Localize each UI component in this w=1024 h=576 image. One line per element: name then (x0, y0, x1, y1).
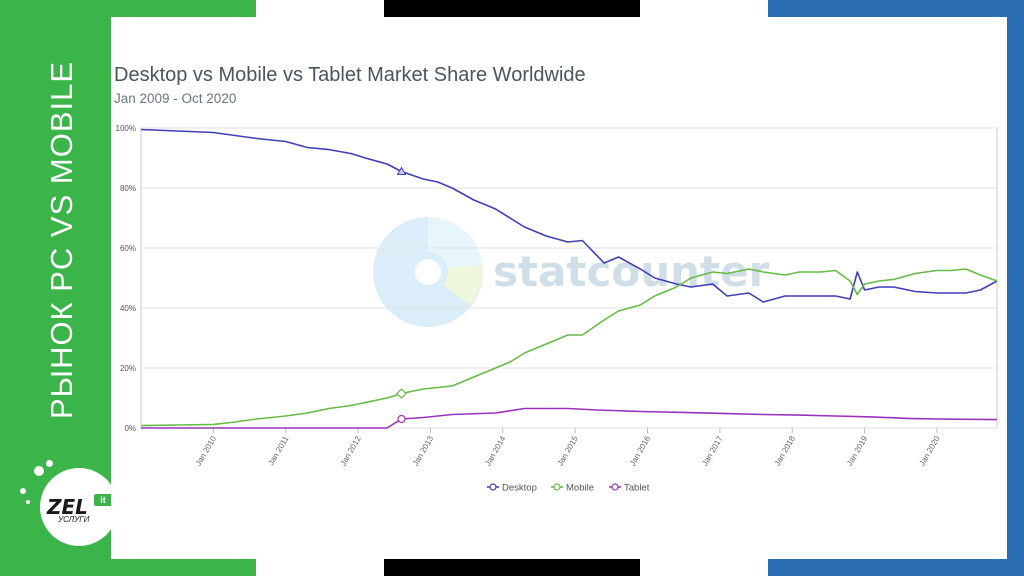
data-point-desktop (396, 166, 407, 175)
logo-circle (40, 468, 118, 546)
x-tick-label: Jan 2017 (700, 434, 725, 467)
logo-badge: it (94, 494, 112, 506)
legend-swatch-marker (611, 483, 619, 491)
decor-dot (26, 500, 30, 504)
x-tick-label: Jan 2014 (483, 434, 508, 467)
watermark-logo-segment (443, 265, 484, 305)
chart-subtitle: Jan 2009 - Oct 2020 (114, 91, 236, 106)
logo-brand: ZEL (47, 495, 88, 519)
x-tick-label: Jan 2016 (628, 434, 653, 467)
watermark-text: statcounter (493, 247, 770, 296)
y-tick-label: 60% (120, 244, 136, 253)
y-tick-label: 80% (120, 184, 136, 193)
watermark-logo-center (415, 259, 441, 285)
statcounter-watermark: statcounter (373, 216, 770, 327)
data-point-tablet (397, 414, 406, 424)
series-line-mobile (140, 268, 998, 427)
x-tick-label: Jan 2013 (411, 434, 436, 467)
y-tick-label: 100% (116, 124, 136, 133)
x-tick-label: Jan 2019 (845, 434, 870, 467)
chart-card (111, 17, 1007, 559)
x-tick-label: Jan 2020 (917, 434, 942, 467)
x-tick-label: Jan 2011 (266, 434, 290, 467)
decor-dot (34, 466, 44, 476)
y-tick-label: 20% (120, 364, 136, 373)
legend-label-tablet: Tablet (624, 483, 650, 494)
series-line-tablet (141, 407, 998, 429)
legend-label-desktop: Desktop (502, 483, 537, 494)
legend-swatch-marker (489, 483, 497, 491)
legend-swatch-marker (553, 483, 561, 491)
decor-dot (46, 460, 53, 467)
data-point-mobile (396, 388, 407, 399)
y-tick-label: 40% (120, 304, 136, 313)
plot-area: 0% 20% 40% 60% 80% 100% Jan 2010 Jan 2011 Jan 20… (116, 124, 998, 494)
x-tick-label: Jan 2015 (556, 434, 581, 467)
series-line-desktop (140, 128, 998, 303)
decor-dot (20, 488, 26, 494)
logo-subtitle: УСЛУГИ (58, 515, 90, 524)
watermark-logo-segment (428, 216, 483, 268)
x-tick-label: Jan 2018 (773, 434, 798, 467)
y-tick-label: 0% (124, 424, 136, 433)
x-tick-label: Jan 2012 (339, 434, 364, 467)
x-tick-label: Jan 2010 (194, 434, 219, 467)
chart-title: Desktop vs Mobile vs Tablet Market Share… (114, 64, 586, 86)
legend-label-mobile: Mobile (566, 483, 594, 494)
